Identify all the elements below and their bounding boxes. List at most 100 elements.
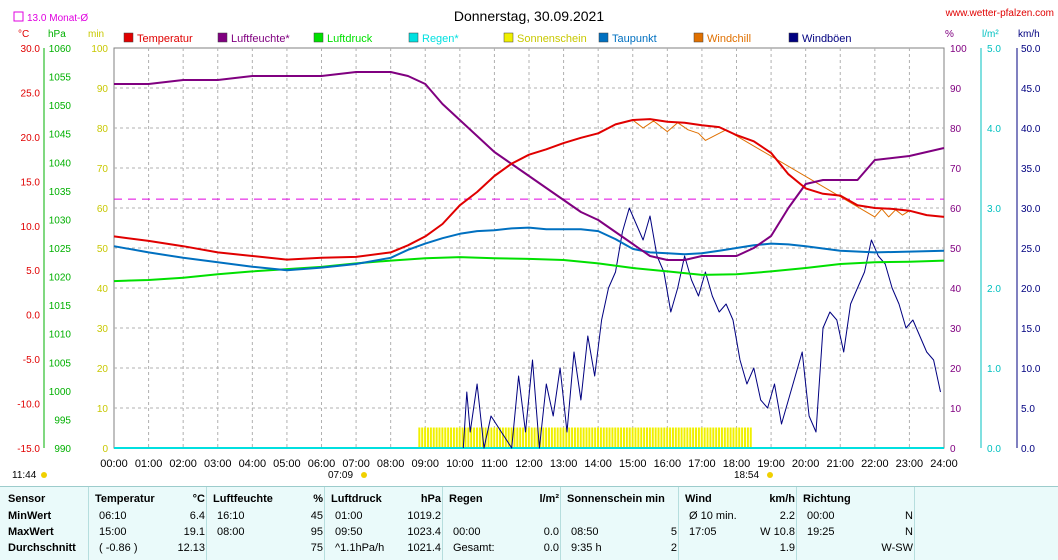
table-header: Regen: [449, 493, 483, 505]
table-header-unit: km/h: [769, 493, 795, 505]
sunshine-bar: [735, 427, 738, 448]
axis-tick-label: 1025: [49, 244, 72, 255]
table-cell-value: 0.0: [543, 526, 559, 538]
sunshine-bar: [467, 427, 470, 448]
axis-tick-label: 0.0: [1021, 444, 1035, 455]
table-row-label: MinWert: [8, 510, 52, 522]
axis-tick-label: 80: [97, 124, 109, 135]
x-tick-label: 02:00: [169, 458, 197, 470]
table-cell-value: 19.1: [183, 526, 205, 538]
legend-swatch: [123, 32, 134, 43]
axis-tick-label: 45.0: [1021, 84, 1041, 95]
legend-swatch: [788, 32, 799, 43]
sunshine-bar: [475, 427, 478, 448]
axis-tick-label: 4.0: [987, 124, 1001, 135]
sunshine-bar: [450, 427, 453, 448]
axis-tick-label: 990: [54, 444, 71, 455]
sunshine-bar: [424, 427, 427, 448]
legend-label: Luftdruck: [327, 33, 373, 45]
sunshine-bar: [640, 427, 643, 448]
table-header: Luftfeuchte: [213, 493, 273, 505]
sunshine-bar: [599, 427, 602, 448]
x-tick-label: 11:00: [481, 458, 508, 470]
axis-tick-label: 100: [91, 44, 108, 55]
daylength-label: 11:44: [12, 470, 37, 481]
site-url[interactable]: www.wetter-pfalzen.com: [945, 8, 1054, 19]
axis-tick-label: 35.0: [1021, 164, 1041, 175]
x-tick-label: 09:00: [411, 458, 439, 470]
legend-swatch: [503, 32, 514, 43]
axis-tick-label: 5.0: [987, 44, 1001, 55]
axis-tick-label: -15.0: [17, 444, 40, 455]
table-header: Temperatur: [95, 493, 155, 505]
axis-tick-label: 10: [97, 404, 109, 415]
sunshine-bar: [524, 427, 527, 448]
axis-tick-label: 0: [102, 444, 108, 455]
axis-tick-label: 40: [950, 284, 962, 295]
x-tick-label: 13:00: [550, 458, 578, 470]
axis-tick-label: 25.0: [21, 88, 41, 99]
sunshine-bar: [533, 427, 536, 448]
axis-tick-label: 60: [97, 204, 109, 215]
table-cell-time: 08:00: [217, 526, 245, 538]
table-cell-time: 15:00: [99, 526, 127, 538]
table-col-luftfeuchte: [206, 487, 325, 560]
axis-tick-label: 1010: [49, 330, 72, 341]
axis-tick-label: 40: [97, 284, 109, 295]
x-tick-label: 20:00: [792, 458, 820, 470]
table-cell-time: 00:00: [453, 526, 481, 538]
sunshine-bar: [732, 427, 735, 448]
sunshine-bar: [568, 427, 571, 448]
table-header-unit: hPa: [420, 493, 441, 505]
table-row-label: Durchschnitt: [8, 542, 76, 554]
table-col-regen: [442, 487, 561, 560]
table-cell-value: 6.4: [189, 510, 205, 522]
sunshine-bar: [617, 427, 620, 448]
sunshine-bar: [643, 427, 646, 448]
sunshine-bar: [418, 427, 421, 448]
axis-tick-label: 1040: [49, 158, 72, 169]
sunshine-bar: [536, 427, 539, 448]
axis-tick-label: 40.0: [1021, 124, 1041, 135]
sunshine-bar: [706, 427, 709, 448]
legend-label: Taupunkt: [612, 33, 657, 45]
sunshine-bar: [556, 427, 559, 448]
sunshine-bar: [455, 427, 458, 448]
sunshine-bar: [697, 427, 700, 448]
table-header-unit: l/m²: [539, 493, 559, 505]
series-temperatur-line: [113, 118, 945, 261]
x-tick-label: 04:00: [239, 458, 267, 470]
sunshine-bar: [729, 427, 732, 448]
sunshine-bar: [576, 427, 579, 448]
table-cell-time: 19:25: [807, 526, 835, 538]
sunshine-bar: [582, 427, 585, 448]
sunshine-bar: [473, 427, 476, 448]
axis-tick-label: 50.0: [1021, 44, 1041, 55]
table-cell-time: Gesamt:: [453, 542, 495, 554]
table-cell-value: 1019.2: [407, 510, 441, 522]
sunshine-bar: [686, 427, 689, 448]
table-header: Sonnenschein min: [567, 493, 665, 505]
sunshine-bar: [513, 427, 516, 448]
legend-label: Windchill: [707, 33, 751, 45]
sunrise-icon: [361, 472, 367, 478]
sunshine-bar: [680, 427, 683, 448]
sunset-icon: [767, 472, 773, 478]
axis-tick-label: 20: [97, 364, 109, 375]
axis-tick-label: 2.0: [987, 284, 1001, 295]
sunshine-bar: [646, 427, 649, 448]
axis-tick-label: 0.0: [987, 444, 1001, 455]
x-tick-label: 24:00: [930, 458, 958, 470]
sunshine-bar: [458, 427, 461, 448]
sunshine-bar: [441, 427, 444, 448]
table-cell-time: 9:35 h: [571, 542, 602, 554]
table-header-unit: °C: [192, 493, 205, 505]
axis-tick-label: 10.0: [1021, 364, 1041, 375]
chart-title: Donnerstag, 30.09.2021: [454, 8, 604, 24]
table-cell-value: N: [905, 510, 913, 522]
table-cell-value: 75: [310, 542, 323, 554]
table-row-label: MaxWert: [8, 526, 54, 538]
sunshine-bar: [709, 427, 712, 448]
legend-label: Luftfeuchte*: [231, 33, 290, 45]
table-cell-time: ( -0.86 ): [99, 542, 138, 554]
